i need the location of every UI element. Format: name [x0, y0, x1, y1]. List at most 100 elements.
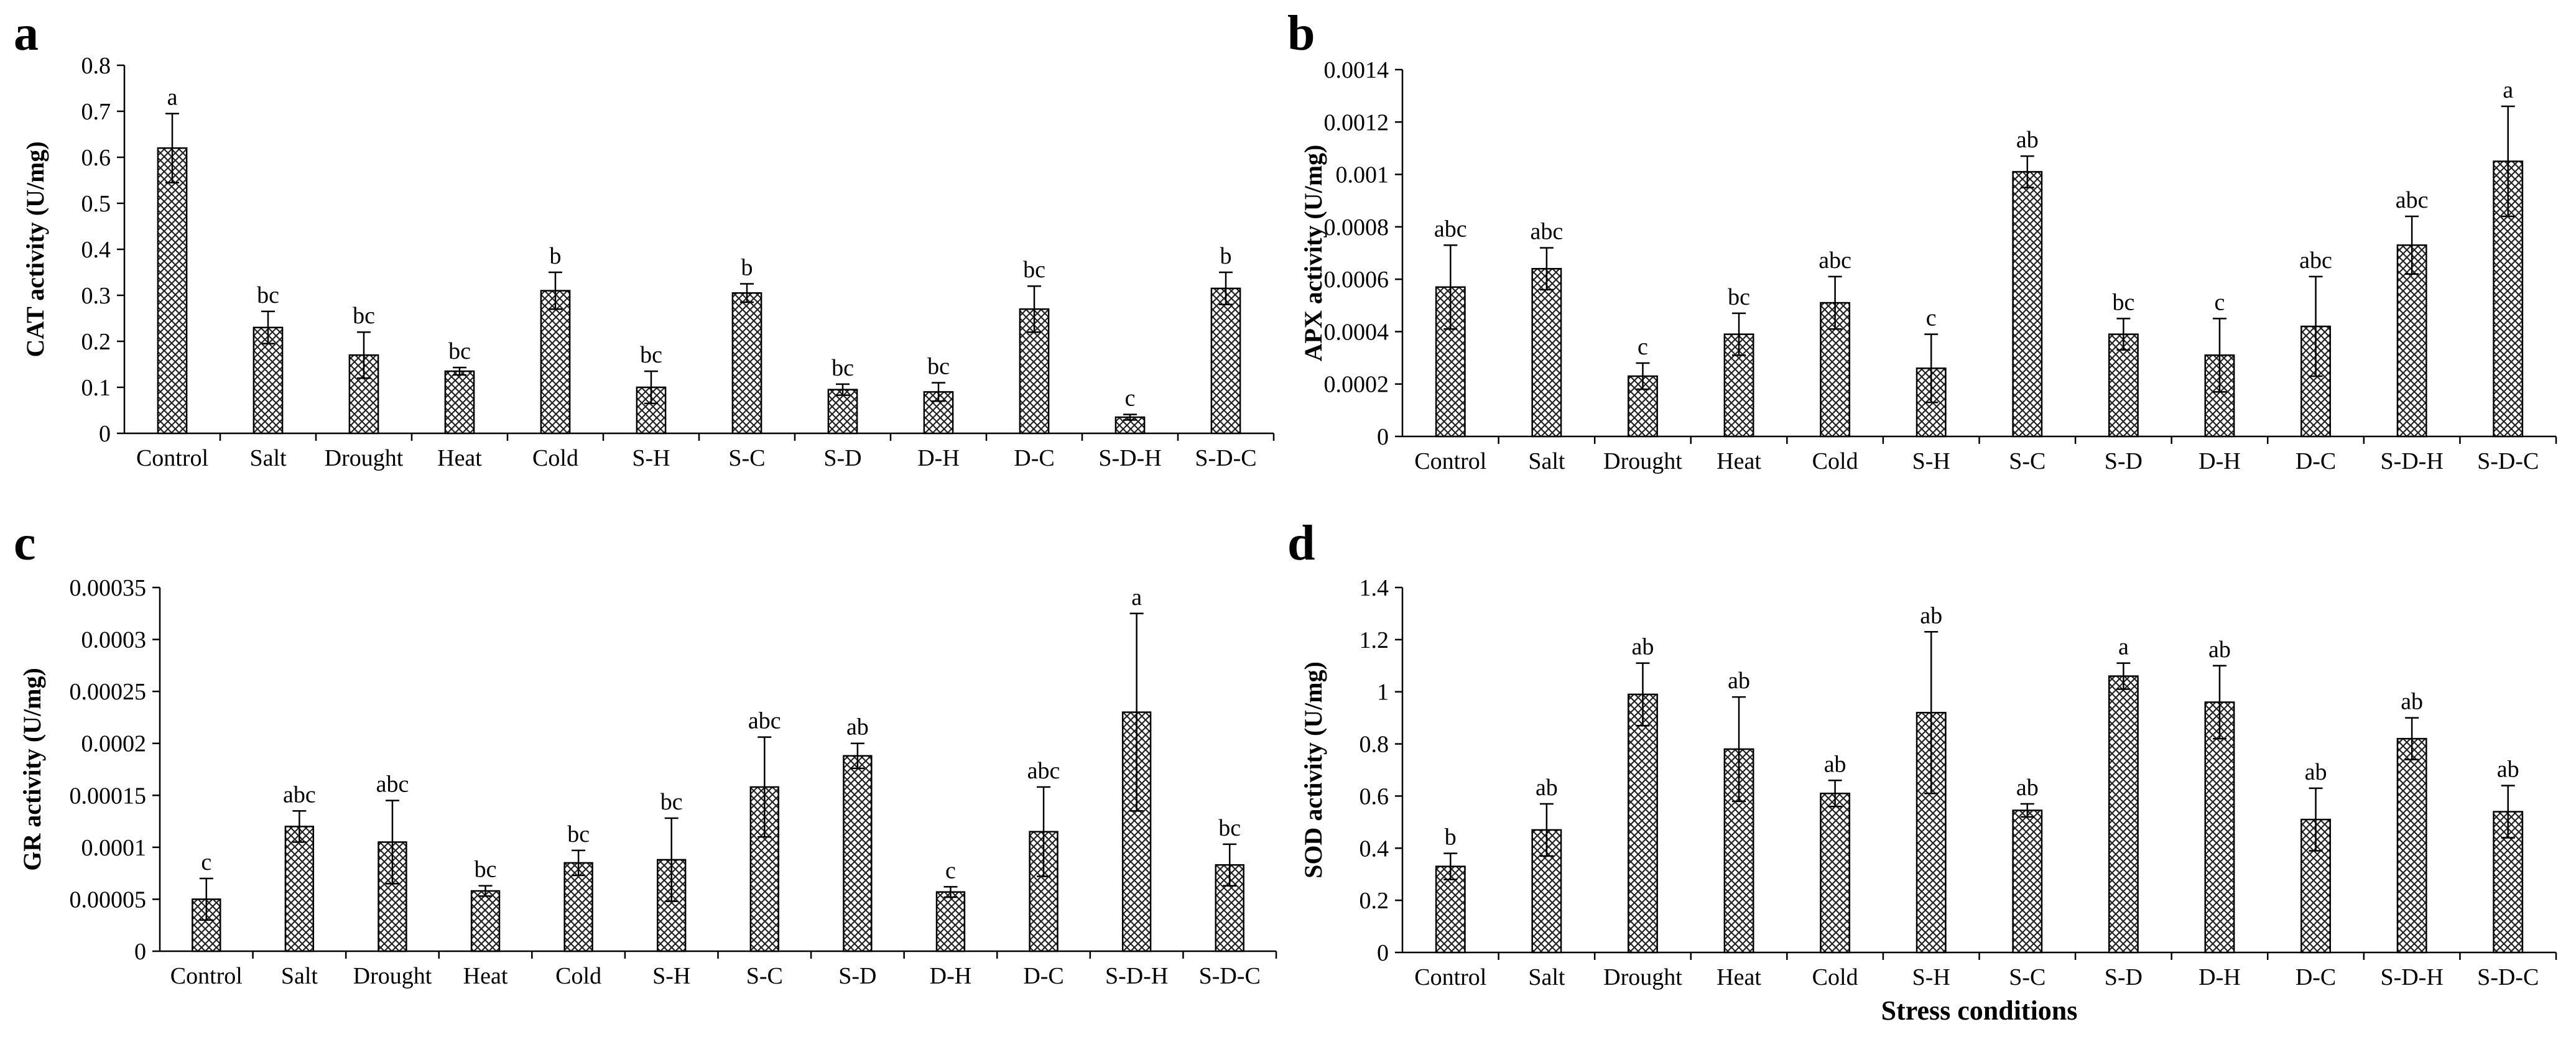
significance-letter: abc — [1818, 247, 1851, 274]
x-tick-label: Drought — [353, 963, 432, 989]
y-axis-title: GR activity (U/mg) — [18, 668, 46, 871]
x-tick-label: Salt — [281, 963, 318, 989]
significance-letter: ab — [1536, 775, 1558, 801]
significance-letter: bc — [567, 821, 590, 847]
bar-a-S-D — [827, 389, 858, 435]
significance-letter: abc — [283, 781, 316, 808]
x-tick-label: Cold — [555, 963, 601, 989]
bar-b-S-D-H — [2396, 244, 2427, 438]
y-tick-label: 0.00005 — [70, 887, 147, 913]
x-tick-label: Heat — [437, 445, 482, 471]
bar-a-Salt — [253, 326, 284, 435]
significance-letter: ab — [1920, 602, 1942, 629]
y-tick-label: 0.0003 — [81, 627, 147, 653]
x-tick-label: Control — [170, 963, 243, 989]
x-tick-label: Drought — [1603, 448, 1682, 474]
significance-letter: a — [1131, 584, 1142, 611]
bar-c-D-H — [935, 891, 966, 952]
x-tick-label: Control — [136, 445, 208, 471]
bar-d-S-D-H — [2396, 737, 2427, 954]
y-tick-label: 0.2 — [81, 329, 111, 355]
panel-a: a 0 0.1 0.2 0.3 0.4 0.5 0.6 0.7 0.8 CAT activity (… — [14, 6, 1275, 471]
y-axis-title: CAT activity (U/mg) — [21, 141, 49, 357]
y-tick-label: 0.00035 — [70, 575, 147, 601]
x-tick-label: S-D — [2105, 448, 2143, 474]
x-tick-label: S-C — [2009, 964, 2046, 990]
x-tick-label: S-D — [838, 963, 876, 989]
bar-c-Heat — [470, 890, 501, 952]
y-tick-label: 0.0014 — [1324, 57, 1389, 83]
x-tick-label: D-H — [930, 963, 972, 989]
y-tick-label: 0.0012 — [1324, 109, 1389, 136]
significance-letter: c — [1638, 334, 1648, 360]
significance-letter: ab — [1728, 668, 1750, 694]
significance-letter: ab — [2016, 775, 2039, 801]
x-tick-label: S-C — [746, 963, 783, 989]
y-tick-label: 0 — [134, 939, 146, 965]
bar-b-S-C — [2012, 171, 2043, 438]
x-tick-label: S-H — [1912, 964, 1950, 990]
y-tick-label: 0.6 — [81, 145, 111, 171]
bar-d-D-H — [2204, 701, 2235, 954]
y-tick-label: 0 — [1377, 424, 1389, 450]
x-tick-label: S-D-C — [2477, 964, 2539, 990]
y-tick-label: 0.4 — [1360, 836, 1389, 862]
y-tick-label: 0.00025 — [70, 679, 147, 705]
x-tick-label: D-C — [1014, 445, 1054, 471]
x-tick-label: S-C — [2009, 448, 2046, 474]
y-tick-label: 0 — [1377, 940, 1389, 966]
x-tick-label: S-C — [728, 445, 765, 471]
x-tick-label: S-H — [1912, 448, 1950, 474]
bar-d-S-C — [2012, 809, 2043, 954]
significance-letter: ab — [2497, 757, 2519, 783]
x-tick-label: S-H — [632, 445, 670, 471]
x-tick-label: S-D-C — [1195, 445, 1256, 471]
significance-letter: bc — [1218, 815, 1241, 841]
x-tick-label: Control — [1414, 448, 1486, 474]
x-tick-label: D-H — [2198, 964, 2241, 990]
y-tick-label: 1 — [1377, 680, 1389, 706]
significance-letter: bc — [660, 789, 683, 815]
significance-letter: bc — [257, 282, 279, 308]
x-tick-label: S-D-C — [2477, 448, 2539, 474]
y-tick-label: 0.0008 — [1324, 214, 1389, 241]
y-tick-label: 0.001 — [1336, 162, 1389, 188]
y-tick-label: 0 — [99, 421, 111, 447]
x-tick-label: S-D-H — [2380, 964, 2443, 990]
panel-letter: b — [1287, 6, 1315, 61]
y-tick-label: 0.1 — [81, 375, 111, 401]
x-tick-label: Cold — [1812, 964, 1858, 990]
bar-c-Cold — [563, 862, 593, 952]
x-tick-label: Heat — [1717, 964, 1761, 990]
bar-c-Salt — [284, 826, 315, 952]
x-tick-label: S-D — [2105, 964, 2143, 990]
x-tick-label: Salt — [1528, 964, 1565, 990]
significance-letter: ab — [1824, 751, 1846, 777]
panel-d: d 0 0.2 0.4 0.6 0.8 1 1.2 1.4 SOD activity (U/mg)… — [1287, 516, 2557, 1026]
significance-letter: bc — [832, 355, 854, 381]
bar-c-S-D — [843, 755, 873, 952]
significance-letter: ab — [1632, 634, 1654, 660]
panel-letter: a — [14, 6, 39, 61]
x-tick-label: D-H — [917, 445, 960, 471]
x-tick-label: Control — [1414, 964, 1486, 990]
bar-d-S-D — [2108, 675, 2139, 954]
significance-letter: bc — [1728, 284, 1750, 310]
bar-d-Drought — [1628, 693, 1658, 954]
significance-letter: b — [550, 243, 562, 269]
y-tick-label: 0.0002 — [1324, 372, 1389, 398]
y-axis-title: APX activity (U/mg) — [1299, 145, 1327, 362]
panel-b: b 0 0.0002 0.0004 0.0006 0.0008 0.001 0.0012 0.0… — [1287, 6, 2557, 474]
x-tick-label: Cold — [1812, 448, 1858, 474]
y-tick-label: 0.3 — [81, 283, 111, 309]
significance-letter: abc — [376, 772, 409, 798]
y-axis-title: SOD activity (U/mg) — [1299, 661, 1327, 878]
x-tick-label: Heat — [1717, 448, 1761, 474]
significance-letter: bc — [448, 338, 471, 364]
bar-d-Control — [1435, 865, 1466, 954]
bar-a-S-D-C — [1210, 287, 1241, 435]
significance-letter: abc — [1434, 216, 1467, 242]
x-tick-label: S-D — [823, 445, 861, 471]
significance-letter: ab — [2305, 759, 2327, 785]
